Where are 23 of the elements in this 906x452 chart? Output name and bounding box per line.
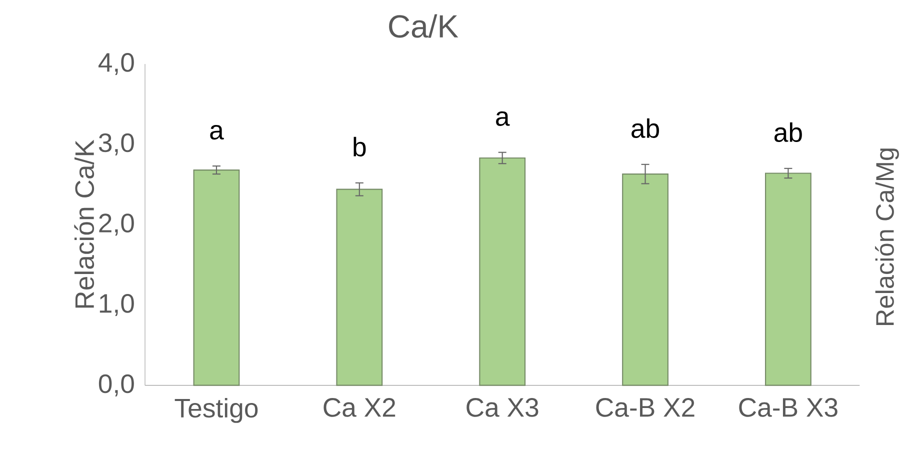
x-tick-label: Testigo bbox=[174, 398, 258, 423]
y2-axis-title: Relación Ca/Mg bbox=[875, 148, 899, 326]
annotation: a bbox=[496, 111, 510, 126]
y-tick-label: 2,0 bbox=[99, 214, 134, 236]
annotation: a bbox=[210, 125, 224, 140]
y-tick-label: 0,0 bbox=[98, 374, 134, 396]
bar bbox=[622, 174, 668, 386]
bar bbox=[479, 157, 526, 386]
y-tick-label: 4,0 bbox=[98, 52, 134, 76]
x-tick-label: Ca-B X3 bbox=[739, 398, 838, 417]
y-tick-label: 3,0 bbox=[98, 133, 134, 156]
chart-title: Ca/K bbox=[389, 14, 458, 38]
x-tick-label: Ca X2 bbox=[324, 398, 396, 417]
bar bbox=[193, 169, 240, 386]
annotation: b bbox=[354, 136, 366, 156]
annotation: ab bbox=[632, 118, 659, 138]
bar bbox=[336, 188, 383, 386]
y-tick-label: 1,0 bbox=[100, 294, 134, 316]
bar bbox=[764, 172, 812, 386]
x-tick-label: Ca-B X2 bbox=[596, 398, 694, 417]
x-tick-label: Ca X3 bbox=[466, 398, 538, 417]
annotation: ab bbox=[774, 122, 802, 142]
y-axis-title: Relación Ca/K bbox=[74, 140, 94, 308]
